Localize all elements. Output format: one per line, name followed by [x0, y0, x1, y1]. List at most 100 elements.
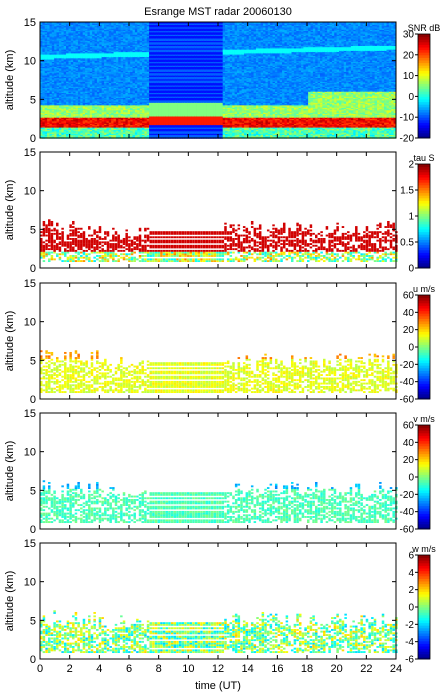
heatmap-cell	[99, 116, 102, 119]
heatmap-cell	[85, 120, 88, 123]
heatmap-cell	[77, 60, 81, 63]
heatmap-cell	[94, 112, 98, 115]
heatmap-cell	[61, 104, 64, 107]
heatmap-cell	[130, 94, 133, 97]
heatmap-cell	[58, 31, 62, 34]
heatmap-cell	[106, 113, 110, 116]
heatmap-cell	[87, 134, 91, 137]
heatmap-cell	[44, 52, 48, 55]
heatmap-cell	[108, 63, 112, 66]
heatmap-cell	[54, 36, 57, 39]
heatmap-cell	[101, 78, 105, 81]
heatmap-cell	[75, 31, 79, 34]
heatmap-cell	[47, 133, 50, 136]
heatmap-cell	[73, 119, 76, 122]
heatmap-cell	[87, 81, 91, 84]
heatmap-cell	[127, 37, 131, 40]
heatmap-cell	[104, 123, 107, 126]
heatmap-cell	[118, 52, 121, 55]
heatmap-cell	[118, 50, 121, 53]
heatmap-cell	[96, 82, 100, 85]
heatmap-cell	[94, 77, 98, 80]
heatmap-cell	[113, 115, 117, 118]
heatmap-cell	[111, 52, 114, 55]
heatmap-cell	[92, 102, 95, 105]
heatmap-cell	[134, 30, 138, 33]
heatmap-cell	[118, 97, 121, 100]
heatmap-cell	[130, 86, 133, 89]
heatmap-cell	[58, 51, 62, 54]
heatmap-cell	[80, 133, 83, 136]
heatmap-cell	[63, 128, 67, 131]
heatmap-cell	[42, 84, 45, 87]
heatmap-cell	[134, 43, 138, 46]
heatmap-cell	[68, 130, 72, 133]
heatmap-cell	[101, 135, 105, 138]
heatmap-cell	[56, 67, 60, 70]
heatmap-cell	[85, 104, 88, 107]
heatmap-cell	[104, 130, 107, 133]
heatmap-cell	[85, 64, 88, 67]
heatmap-cell	[58, 56, 62, 59]
heatmap-cell	[137, 105, 140, 108]
heatmap-cell	[106, 63, 110, 66]
heatmap-cell	[134, 104, 138, 107]
heatmap-cell	[101, 51, 105, 54]
heatmap-cell	[137, 51, 140, 54]
heatmap-cell	[92, 78, 95, 81]
heatmap-cell	[130, 63, 133, 66]
heatmap-cell	[94, 67, 98, 70]
heatmap-cell	[125, 76, 129, 79]
heatmap-cell	[118, 102, 121, 105]
heatmap-cell	[132, 88, 136, 91]
heatmap-cell	[111, 56, 114, 59]
heatmap-cell	[125, 58, 129, 61]
heatmap-cell	[77, 35, 81, 38]
heatmap-cell	[66, 29, 69, 32]
heatmap-cell	[118, 88, 121, 91]
heatmap-cell	[123, 110, 126, 113]
heatmap-cell	[40, 105, 43, 108]
heatmap-cell	[118, 129, 121, 132]
heatmap-cell	[118, 79, 121, 82]
heatmap-cell	[66, 114, 69, 117]
heatmap-cell	[130, 52, 133, 55]
heatmap-cell	[106, 95, 110, 98]
heatmap-cell	[130, 109, 133, 112]
heatmap-cell	[118, 82, 121, 85]
heatmap-cell	[77, 123, 81, 126]
heatmap-cell	[61, 61, 64, 64]
heatmap-cell	[99, 52, 102, 55]
heatmap-cell	[56, 93, 60, 96]
heatmap-cell	[115, 115, 119, 118]
heatmap-cell	[94, 76, 98, 79]
heatmap-cell	[44, 69, 48, 72]
heatmap-cell	[137, 73, 140, 76]
heatmap-cell	[125, 99, 129, 102]
heatmap-cell	[127, 76, 131, 79]
heatmap-cell	[68, 89, 72, 92]
heatmap-cell	[44, 31, 48, 34]
heatmap-cell	[106, 72, 110, 75]
heatmap-cell	[120, 126, 124, 129]
heatmap-cell	[94, 35, 98, 38]
heatmap-cell	[61, 105, 64, 108]
heatmap-cell	[66, 118, 69, 121]
heatmap-cell	[66, 130, 69, 133]
heatmap-cell	[77, 32, 81, 35]
heatmap-cell	[106, 50, 110, 53]
heatmap-cell	[115, 40, 119, 43]
heatmap-cell	[113, 68, 117, 71]
heatmap-cell	[85, 68, 88, 71]
heatmap-cell	[82, 53, 86, 56]
heatmap-cell	[99, 128, 102, 131]
heatmap-cell	[137, 121, 140, 124]
heatmap-cell	[139, 71, 143, 74]
heatmap-cell	[144, 129, 148, 132]
heatmap-cell	[40, 118, 43, 121]
heatmap-cell	[85, 79, 88, 82]
heatmap-cell	[96, 57, 100, 60]
heatmap-cell	[92, 76, 95, 79]
heatmap-cell	[137, 21, 140, 24]
heatmap-cell	[56, 90, 60, 93]
